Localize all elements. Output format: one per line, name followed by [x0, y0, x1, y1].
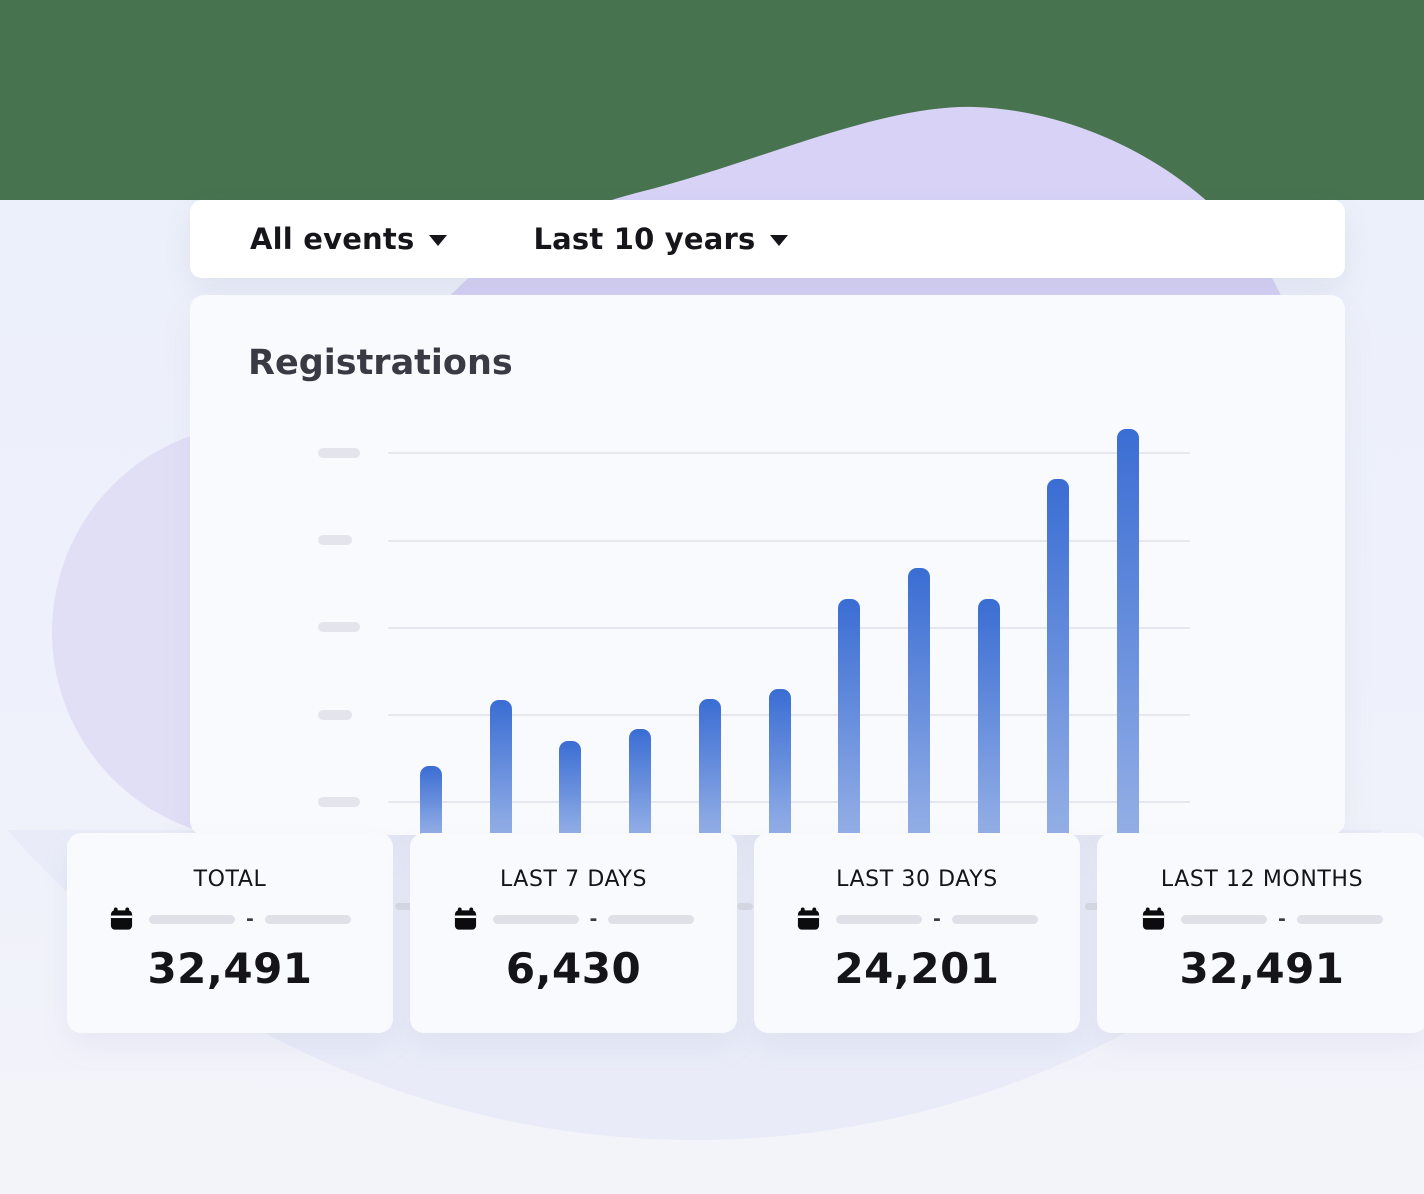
- date-separator: -: [933, 907, 941, 930]
- stat-card-last-12-months: LAST 12 MONTHS - 32,491: [1097, 833, 1424, 1033]
- y-axis-tick-placeholder: [318, 797, 360, 807]
- date-range-picker[interactable]: -: [109, 906, 351, 932]
- date-separator: -: [1278, 907, 1286, 930]
- date-end-placeholder: [608, 914, 695, 924]
- stat-label: TOTAL: [193, 867, 267, 892]
- calendar-icon: [797, 907, 820, 930]
- period-filter-dropdown[interactable]: Last 10 years: [533, 222, 789, 256]
- date-separator: -: [246, 907, 254, 930]
- date-start-placeholder: [492, 914, 579, 924]
- x-axis-tick-placeholder: [1085, 903, 1102, 910]
- stat-value: 32,491: [1179, 944, 1345, 993]
- gridline: [388, 540, 1190, 542]
- bar: [838, 599, 861, 835]
- y-axis-tick-placeholder: [318, 710, 352, 720]
- date-range-picker[interactable]: -: [1141, 906, 1383, 932]
- date-end-placeholder: [264, 914, 351, 924]
- stat-label: LAST 30 DAYS: [836, 867, 998, 892]
- date-range-picker[interactable]: -: [796, 906, 1038, 932]
- stat-card-total: TOTAL - 32,491: [67, 833, 393, 1033]
- bar: [1117, 429, 1139, 835]
- chart-title: Registrations: [248, 343, 513, 383]
- date-separator: -: [589, 907, 598, 930]
- y-axis-tick-placeholder: [318, 622, 360, 632]
- registrations-chart-card: Registrations: [190, 295, 1345, 835]
- bar: [1047, 479, 1070, 835]
- stat-label: LAST 12 MONTHS: [1160, 867, 1364, 892]
- date-start-placeholder: [836, 914, 923, 924]
- bar: [698, 698, 721, 835]
- stat-card-last-30-days: LAST 30 DAYS - 24,201: [754, 833, 1080, 1033]
- stat-value: 32,491: [147, 944, 313, 993]
- caret-down-icon: [770, 235, 789, 246]
- period-filter-label: Last 10 years: [533, 222, 756, 256]
- bar: [489, 699, 512, 835]
- date-end-placeholder: [951, 914, 1038, 924]
- bar: [420, 766, 442, 835]
- calendar-icon: [1142, 907, 1165, 930]
- bar: [559, 740, 582, 835]
- date-range-picker[interactable]: -: [453, 906, 695, 932]
- stat-label: LAST 7 DAYS: [499, 867, 648, 892]
- y-axis-tick-placeholder: [318, 448, 360, 458]
- events-filter-dropdown[interactable]: All events: [250, 222, 448, 256]
- filter-bar: All events Last 10 years: [190, 200, 1345, 278]
- date-start-placeholder: [149, 914, 236, 924]
- gridline: [388, 452, 1190, 454]
- caret-down-icon: [429, 235, 448, 246]
- y-axis-tick-placeholder: [318, 535, 352, 545]
- gridline: [388, 627, 1190, 629]
- calendar-icon: [110, 907, 133, 930]
- stat-value: 24,201: [834, 944, 1000, 993]
- stat-card-last-7-days: LAST 7 DAYS - 6,430: [410, 833, 737, 1033]
- date-start-placeholder: [1181, 914, 1268, 924]
- stat-value: 6,430: [505, 944, 642, 993]
- bar: [907, 568, 930, 835]
- x-axis-tick-placeholder: [737, 903, 753, 910]
- x-axis-tick-placeholder: [395, 903, 413, 910]
- bar: [629, 729, 652, 835]
- bar: [977, 599, 1000, 835]
- events-filter-label: All events: [250, 222, 415, 256]
- bar: [768, 689, 791, 835]
- calendar-icon: [454, 907, 476, 930]
- date-end-placeholder: [1296, 914, 1383, 924]
